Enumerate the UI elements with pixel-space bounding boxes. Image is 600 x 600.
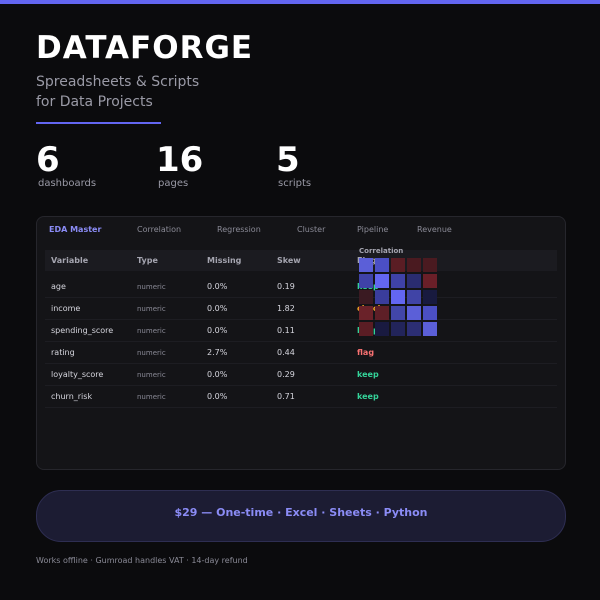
heatmap-cell — [359, 322, 373, 336]
stat-dashboards: 6 dashboards — [36, 140, 146, 189]
heatmap-cell — [407, 290, 421, 304]
cell-type: numeric — [137, 327, 166, 335]
brand-title: DATAFORGE — [36, 30, 254, 66]
stat-value: 5 — [276, 140, 300, 180]
column-header-skew: Skew — [277, 256, 301, 265]
cell-type: numeric — [137, 393, 166, 401]
heatmap-cell — [375, 274, 389, 288]
table-row: spending_score numeric 0.0% 0.11 keep — [45, 319, 557, 342]
tab-eda-master[interactable]: EDA Master — [49, 225, 102, 234]
heatmap-cell — [407, 322, 421, 336]
heatmap-cell — [375, 258, 389, 272]
tagline-line-2: for Data Projects — [36, 94, 153, 110]
sheet-tabs: EDA Master Correlation Regression Cluste… — [37, 217, 565, 243]
stat-label: scripts — [278, 178, 312, 189]
buy-button[interactable]: $29 — One-time · Excel · Sheets · Python — [36, 490, 566, 542]
cell-type: numeric — [137, 371, 166, 379]
heatmap-cell — [407, 258, 421, 272]
column-header-variable: Variable — [51, 256, 89, 265]
table-row: loyalty_score numeric 0.0% 0.29 keep — [45, 363, 557, 386]
heatmap-cell — [359, 258, 373, 272]
stat-label: dashboards — [38, 178, 97, 189]
heatmap-cell — [359, 306, 373, 320]
buy-button-label: $29 — One-time · Excel · Sheets · Python — [174, 506, 428, 519]
cell-skew: 0.19 — [277, 282, 295, 291]
heatmap-cell — [375, 290, 389, 304]
heatmap-cell — [391, 274, 405, 288]
cell-type: numeric — [137, 349, 166, 357]
accent-top-bar — [0, 0, 600, 4]
cell-type: numeric — [137, 305, 166, 313]
heatmap-cell — [391, 290, 405, 304]
cell-variable: loyalty_score — [51, 370, 104, 379]
tab-revenue[interactable]: Revenue — [417, 225, 452, 234]
column-header-missing: Missing — [207, 256, 242, 265]
spreadsheet-preview-panel: EDA Master Correlation Regression Cluste… — [36, 216, 566, 470]
cell-type: numeric — [137, 283, 166, 291]
footer-note: Works offline · Gumroad handles VAT · 14… — [36, 556, 248, 565]
tab-regression[interactable]: Regression — [217, 225, 261, 234]
heatmap-cell — [359, 274, 373, 288]
tab-correlation[interactable]: Correlation — [137, 225, 182, 234]
cell-flag: keep — [357, 392, 379, 401]
cell-missing: 0.0% — [207, 326, 228, 335]
stat-pages: 16 pages — [156, 140, 266, 189]
cell-missing: 0.0% — [207, 370, 228, 379]
accent-divider — [36, 122, 161, 124]
cell-skew: 0.71 — [277, 392, 295, 401]
heatmap-cell — [423, 258, 437, 272]
cell-skew: 1.82 — [277, 304, 295, 313]
cell-missing: 0.0% — [207, 304, 228, 313]
heatmap-cell — [359, 290, 373, 304]
heatmap-title: Correlation — [359, 247, 404, 255]
table-row: income numeric 0.0% 1.82 check — [45, 297, 557, 320]
tab-cluster[interactable]: Cluster — [297, 225, 326, 234]
table-header: Variable Type Missing Skew Flag — [45, 250, 557, 271]
cell-skew: 0.29 — [277, 370, 295, 379]
heatmap-cell — [391, 322, 405, 336]
column-header-type: Type — [137, 256, 158, 265]
cell-variable: income — [51, 304, 81, 313]
heatmap-cell — [407, 274, 421, 288]
heatmap-cell — [391, 258, 405, 272]
cell-skew: 0.11 — [277, 326, 295, 335]
stat-value: 6 — [36, 140, 60, 180]
table-row: churn_risk numeric 0.0% 0.71 keep — [45, 385, 557, 408]
cell-missing: 0.0% — [207, 282, 228, 291]
cell-flag: keep — [357, 370, 379, 379]
heatmap-cell — [423, 290, 437, 304]
heatmap-cell — [423, 274, 437, 288]
cell-flag: flag — [357, 348, 375, 357]
cell-missing: 0.0% — [207, 392, 228, 401]
cell-variable: churn_risk — [51, 392, 93, 401]
tagline-line-1: Spreadsheets & Scripts — [36, 74, 200, 90]
table-row: rating numeric 2.7% 0.44 flag — [45, 341, 557, 364]
correlation-heatmap: Correlation — [359, 247, 437, 336]
heatmap-grid — [359, 258, 437, 336]
tab-pipeline[interactable]: Pipeline — [357, 225, 389, 234]
stat-label: pages — [158, 178, 189, 189]
heatmap-cell — [375, 306, 389, 320]
cell-variable: age — [51, 282, 66, 291]
heatmap-cell — [375, 322, 389, 336]
cell-missing: 2.7% — [207, 348, 228, 357]
cell-variable: rating — [51, 348, 75, 357]
heatmap-cell — [423, 306, 437, 320]
stat-value: 16 — [156, 140, 204, 180]
stat-scripts: 5 scripts — [276, 140, 386, 189]
heatmap-cell — [407, 306, 421, 320]
heatmap-cell — [423, 322, 437, 336]
tagline: Spreadsheets & Scripts for Data Projects — [36, 72, 199, 112]
cell-skew: 0.44 — [277, 348, 295, 357]
table-row: age numeric 0.0% 0.19 keep — [45, 275, 557, 298]
cell-variable: spending_score — [51, 326, 114, 335]
heatmap-cell — [391, 306, 405, 320]
